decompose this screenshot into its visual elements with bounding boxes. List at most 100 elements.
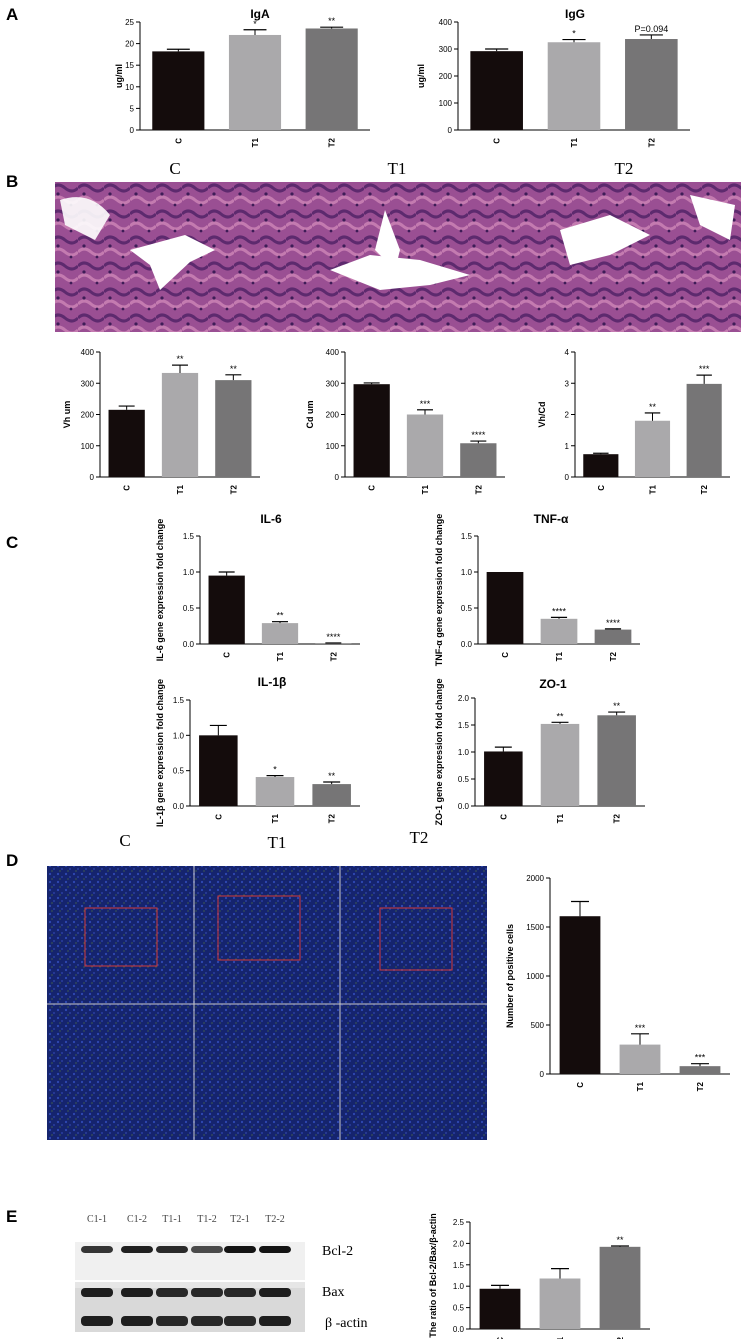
significance-label: ***	[695, 1053, 706, 1063]
x-tick-label: T1	[636, 1081, 645, 1091]
y-tick-label: 0.0	[453, 1325, 465, 1334]
bar-t1	[255, 777, 295, 806]
band-bax	[259, 1288, 291, 1297]
panel-label-a: A	[6, 5, 18, 24]
bar-t2	[315, 643, 352, 644]
y-tick-label: 200	[326, 411, 340, 420]
x-tick-label: T2	[613, 813, 622, 823]
band-bcl2	[259, 1246, 291, 1253]
bar-t1	[634, 420, 671, 477]
band-beta-actin	[156, 1316, 188, 1326]
y-axis-label: Number of positive cells	[505, 924, 515, 1028]
significance-label: **	[276, 611, 284, 621]
chart-title: TNF-α	[534, 512, 569, 526]
y-tick-label: 5	[130, 104, 135, 113]
y-tick-label: 2.5	[453, 1218, 465, 1227]
band-bcl2	[121, 1246, 153, 1253]
significance-label: **	[616, 1235, 624, 1245]
x-tick-label: T2	[647, 137, 656, 147]
bar-t2	[597, 715, 636, 806]
band-bax	[156, 1288, 188, 1297]
y-tick-label: 0.5	[461, 604, 473, 613]
y-axis-label: Cd um	[305, 401, 315, 429]
x-tick-label: C	[174, 138, 183, 144]
y-tick-label: 200	[81, 411, 95, 420]
bar-t1	[547, 42, 601, 130]
y-axis-label: ug/ml	[114, 64, 124, 88]
y-tick-label: 300	[326, 379, 340, 388]
significance-label: **	[230, 364, 238, 374]
x-tick-label: C	[493, 138, 502, 144]
y-tick-label: 200	[439, 72, 453, 81]
x-tick-label: T1	[251, 137, 260, 147]
x-tick-label: C	[123, 485, 132, 491]
bar-t1	[539, 1278, 581, 1329]
y-tick-label: 400	[439, 18, 453, 27]
x-tick-label: C	[223, 652, 232, 658]
y-tick-label: 100	[81, 442, 95, 451]
lane-label: T2-1	[230, 1214, 249, 1225]
histology-image-t1	[285, 182, 511, 332]
significance-label: P=0.094	[634, 24, 668, 34]
significance-label: **	[649, 402, 657, 412]
lane-label: C1-1	[87, 1214, 107, 1225]
lane-label: T2-2	[265, 1214, 284, 1225]
panel-label-c: C	[6, 533, 18, 552]
y-tick-label: 0.0	[461, 640, 473, 649]
chart-title: IgA	[250, 7, 270, 21]
y-axis-label: IL-6 gene expression fold change	[155, 519, 165, 662]
y-tick-label: 1.0	[183, 568, 195, 577]
bar-t1	[540, 723, 580, 806]
y-tick-label: 100	[439, 99, 453, 108]
band-bax	[81, 1288, 113, 1297]
y-tick-label: 0.0	[458, 802, 470, 811]
band-bcl2	[156, 1246, 188, 1253]
lane-label: T1-1	[162, 1214, 181, 1225]
significance-label: **	[556, 711, 564, 721]
bar-t2	[625, 39, 678, 131]
y-tick-label: 1.5	[461, 532, 473, 541]
y-tick-label: 1500	[526, 923, 544, 932]
histology-images: C T1 T2	[55, 159, 741, 332]
x-tick-label: T1	[421, 484, 430, 494]
chart-igg: IgG ug/ml 0 100 200 300 400 C * T1 P=0.094 T2	[416, 7, 690, 147]
bar-c	[559, 916, 601, 1074]
significance-label: ***	[699, 364, 710, 374]
y-tick-label: 1.0	[173, 731, 185, 740]
bar-t1	[619, 1044, 661, 1074]
x-tick-label: T2	[329, 651, 338, 661]
significance-label: ****	[471, 430, 486, 440]
bar-t2	[679, 1066, 721, 1074]
band-beta-actin	[81, 1316, 113, 1326]
bar-t1	[261, 623, 299, 644]
bar-c	[208, 575, 245, 644]
chart-ratio: The ratio of Bcl-2/Bax/β-actin 0.0 0.5 1.0 1…	[428, 1213, 650, 1339]
significance-label: **	[328, 16, 336, 26]
significance-label: **	[613, 701, 621, 711]
panel-label-b: B	[6, 172, 18, 191]
chart-vhcd: Vh/Cd 0 1 2 3 4 C ** T1 *** T2	[537, 348, 730, 494]
x-tick-label: T1	[271, 813, 280, 823]
band-bax	[191, 1288, 223, 1297]
y-tick-label: 2.0	[458, 694, 470, 703]
bar-t2	[305, 28, 358, 131]
if-label-c: C	[119, 831, 130, 850]
bar-c	[583, 454, 619, 477]
significance-label: **	[328, 771, 336, 781]
y-tick-label: 0.5	[458, 775, 470, 784]
y-tick-label: 0.0	[173, 802, 185, 811]
bar-c	[486, 572, 524, 644]
bar-c	[353, 384, 390, 477]
y-tick-label: 400	[81, 348, 95, 357]
histology-label-c: C	[169, 159, 180, 178]
x-tick-label: C	[214, 814, 223, 820]
zoom-box-c	[84, 907, 158, 967]
y-tick-label: 1	[565, 442, 570, 451]
x-tick-label: T1	[555, 651, 564, 661]
histology-label-t2: T2	[615, 159, 634, 178]
significance-label: ****	[606, 618, 621, 628]
protein-label-bcl2: Bcl-2	[322, 1244, 353, 1259]
y-tick-label: 3	[565, 379, 570, 388]
band-beta-actin	[191, 1316, 223, 1326]
